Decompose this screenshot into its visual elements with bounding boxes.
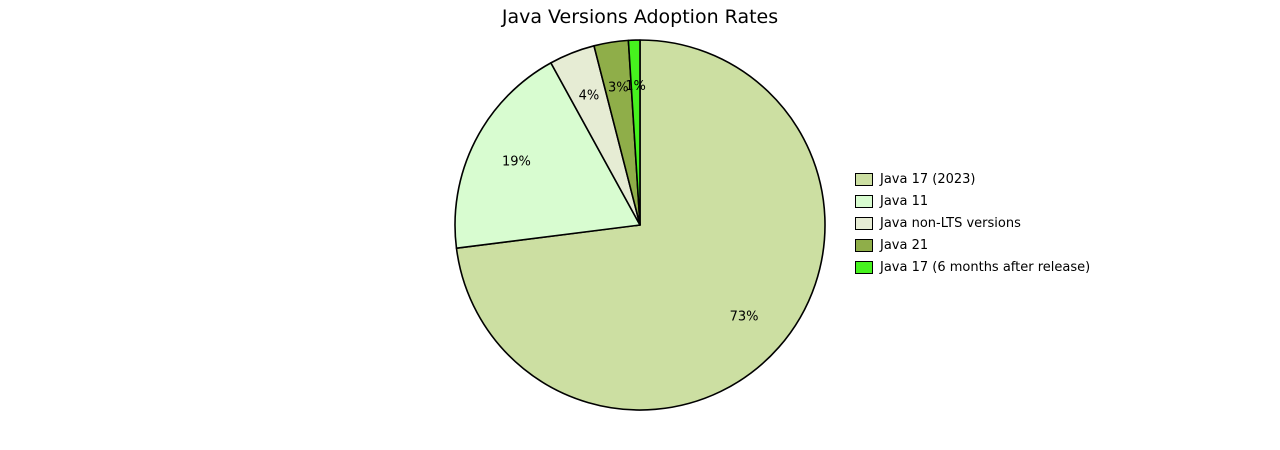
chart-title: Java Versions Adoption Rates [501,6,779,28]
legend-swatch [855,260,873,274]
legend-item: Java 17 (6 months after release) [855,256,1090,278]
percent-label: 4% [579,89,600,104]
legend-label: Java 11 [880,193,929,209]
legend-swatch [855,194,873,208]
percent-label: 3% [608,81,629,96]
percent-label: 19% [502,155,531,170]
legend-swatch [855,238,873,252]
legend-item: Java non-LTS versions [855,212,1090,234]
percent-label: 1% [625,79,646,94]
pie-slice [454,62,641,249]
chart-legend: Java 17 (2023) Java 11 Java non-LTS versio… [855,168,1090,278]
legend-item: Java 17 (2023) [855,168,1090,190]
legend-item: Java 21 [855,234,1090,256]
legend-label: Java 17 (2023) [880,171,976,187]
pie-slice [627,39,641,226]
legend-swatch [855,216,873,230]
legend-label: Java 21 [880,237,929,253]
legend-item: Java 11 [855,190,1090,212]
legend-label: Java 17 (6 months after release) [880,259,1091,275]
percent-label: 73% [730,309,759,324]
legend-swatch [855,172,873,186]
legend-label: Java non-LTS versions [880,215,1021,231]
